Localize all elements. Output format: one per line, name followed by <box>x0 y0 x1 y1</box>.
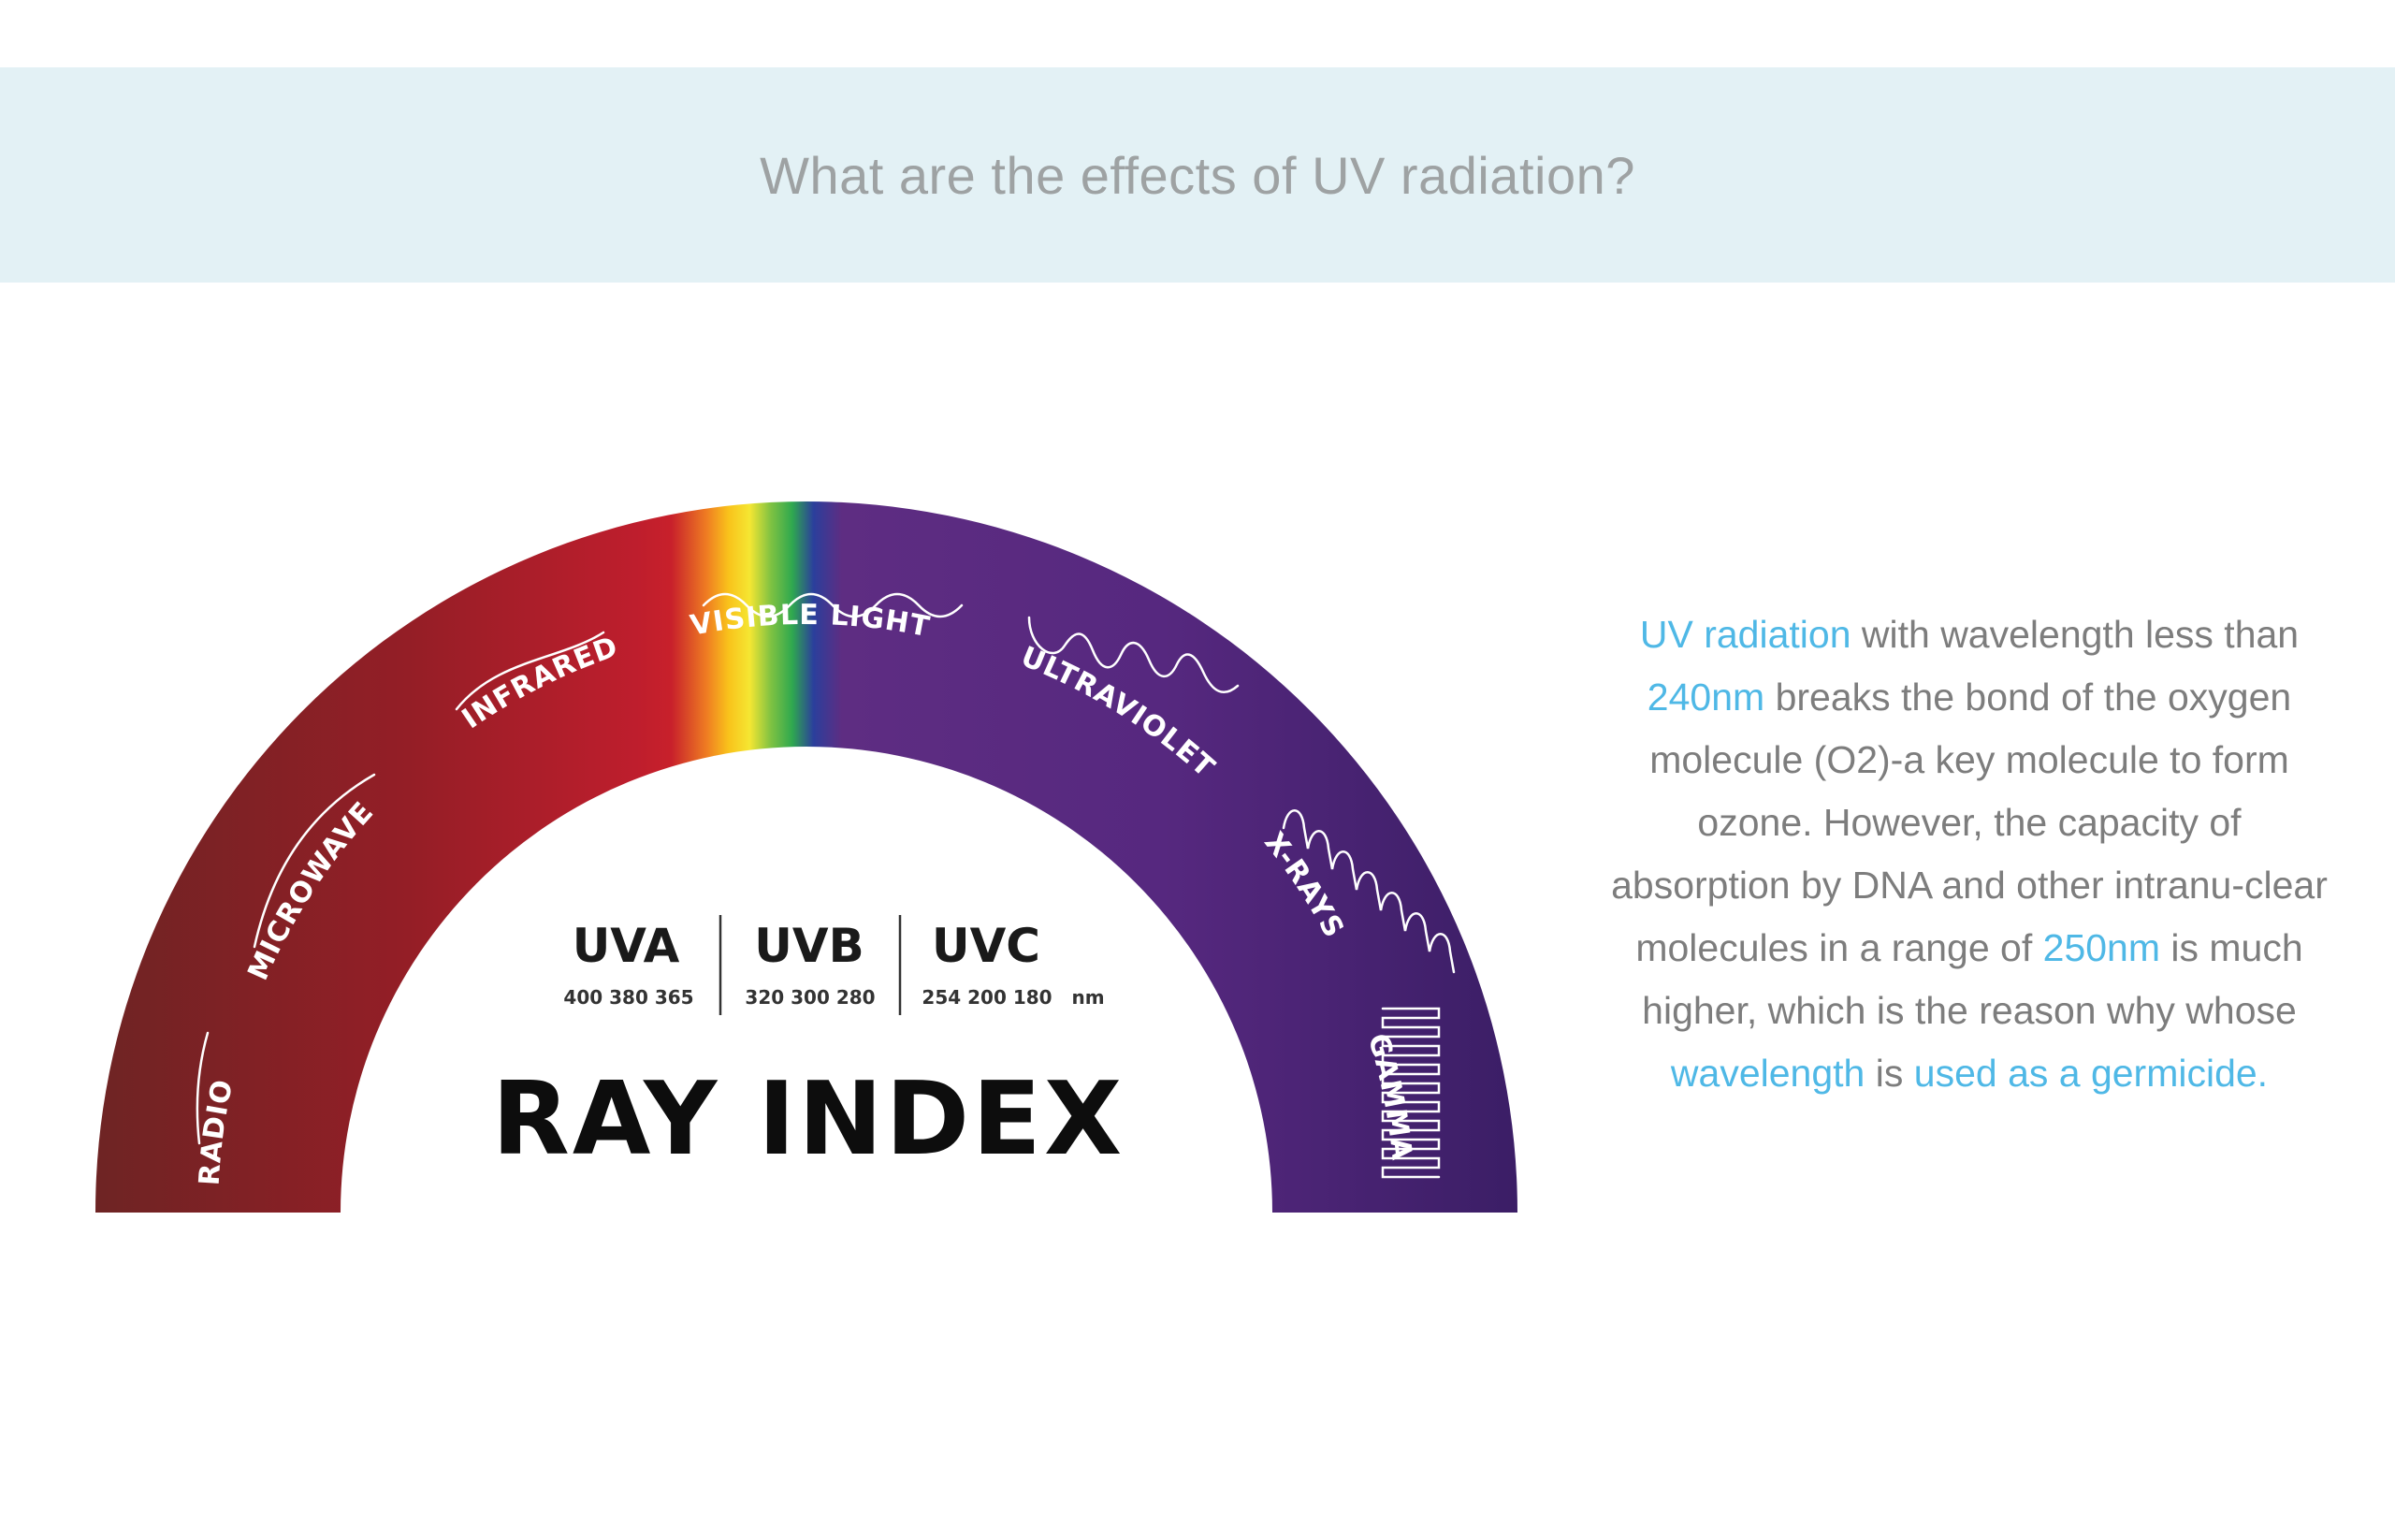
header-banner: What are the effects of UV radiation? <box>0 67 2395 283</box>
highlight-uv-radiation: UV radiation <box>1639 613 1851 656</box>
description-text: with wavelength less than <box>1851 613 2300 656</box>
uvb-label: UVB <box>754 919 864 973</box>
infrared-wave-icon <box>455 631 605 711</box>
microwave-wave-icon <box>253 773 376 949</box>
highlight-250nm: 250nm <box>2042 926 2161 969</box>
radio-wave-icon <box>196 1031 210 1145</box>
description-text: is much higher, which is the reason why … <box>1642 926 2303 1032</box>
gamma-wave-icon <box>1381 1007 1441 1179</box>
uva-wavelengths: 400 380 365 <box>563 986 693 1009</box>
uvc-wavelengths: 254 200 180 <box>922 986 1052 1009</box>
ultraviolet-wave-icon <box>1027 616 1240 694</box>
highlight-240nm: 240nm <box>1647 676 1765 719</box>
description-text: breaks the bond of the oxygen molecule (… <box>1611 676 2328 969</box>
diagram-title: RAY INDEX <box>492 1061 1125 1178</box>
page-title: What are the effects of UV radiation? <box>760 145 1635 205</box>
description-text: is <box>1865 1052 1914 1095</box>
wavelength-unit: nm <box>1071 986 1104 1009</box>
x-rays-wave-icon <box>1282 809 1456 974</box>
highlight-wavelength: wavelength <box>1670 1052 1865 1095</box>
uva-label: UVA <box>573 919 680 973</box>
visible-light-wave-icon <box>702 592 964 618</box>
uvb-wavelengths: 320 300 280 <box>745 986 875 1009</box>
uv-description: UV radiation with wavelength less than 2… <box>1609 603 2330 1105</box>
uvc-label: UVC <box>932 919 1040 973</box>
highlight-germicide: used as a germicide. <box>1913 1052 2269 1095</box>
spectrum-arc <box>95 501 1517 1213</box>
